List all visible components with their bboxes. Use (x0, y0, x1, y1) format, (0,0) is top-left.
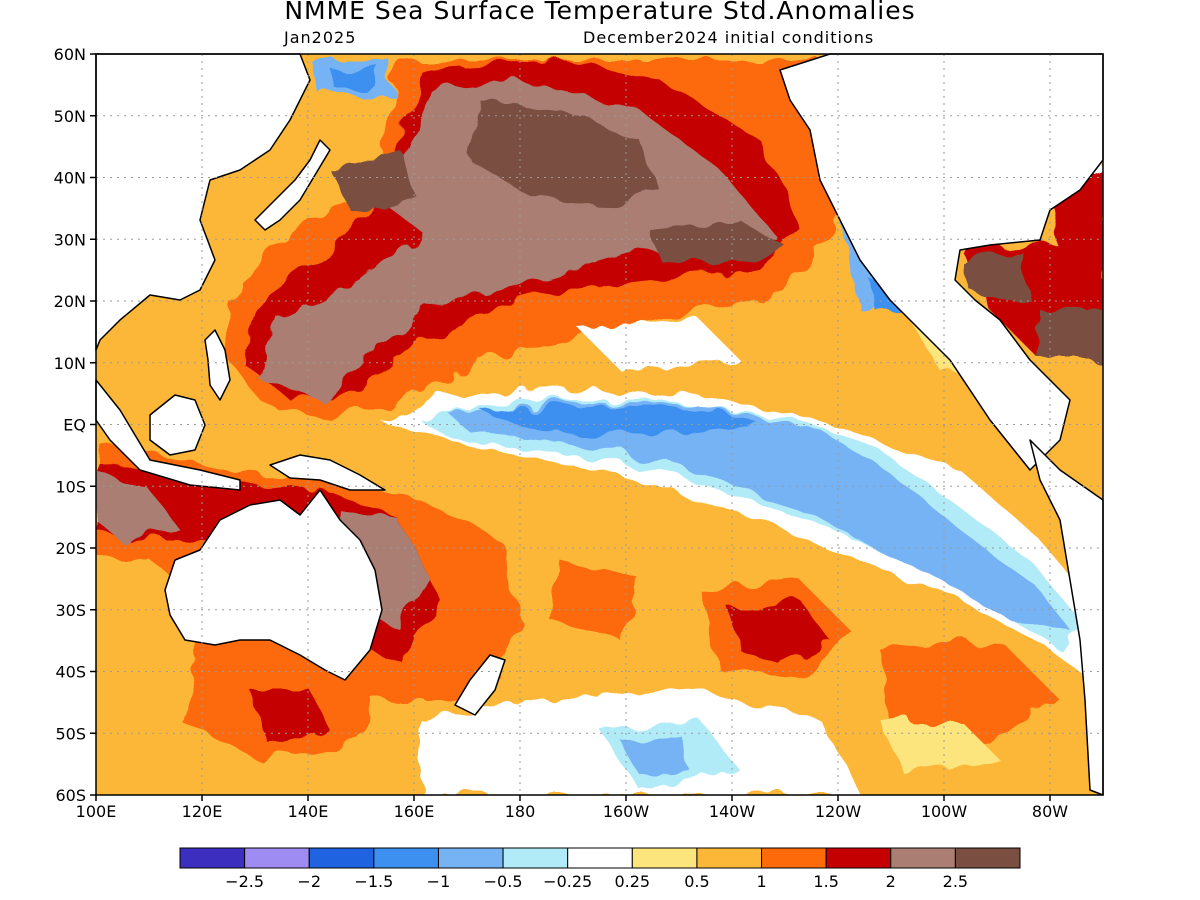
lon-tick-label: 100W (921, 802, 968, 821)
legend-label: 0.25 (614, 872, 650, 891)
legend-label: −2 (297, 872, 321, 891)
lat-tick-label: 10S (55, 477, 86, 496)
australia (164, 489, 383, 681)
legend-label: −0.25 (543, 872, 592, 891)
south-america (1029, 439, 1104, 796)
legend-label: 1 (756, 872, 766, 891)
lon-tick-label: 80W (1032, 802, 1068, 821)
new-zealand (454, 654, 506, 716)
lat-tick-label: 30N (54, 230, 86, 249)
sumatra-java (95, 379, 241, 491)
map-title: NMME Sea Surface Temperature Std.Anomali… (284, 0, 916, 25)
lon-tick-label: 140E (288, 802, 329, 821)
lon-tick-label: 140W (709, 802, 756, 821)
lon-tick-label: 120W (815, 802, 862, 821)
lat-tick-label: 50S (55, 724, 86, 743)
lon-tick-label: 100E (76, 802, 117, 821)
legend-label: −1.5 (354, 872, 393, 891)
legend-label: 0.5 (684, 872, 709, 891)
north-america (779, 53, 1104, 471)
borneo (149, 394, 206, 456)
legend-swatch (825, 847, 892, 869)
lat-tick-label: 40S (55, 663, 86, 682)
legend-swatch (244, 847, 310, 869)
philippines (204, 329, 231, 401)
legend-swatch (308, 847, 375, 869)
asia-mainland (95, 53, 311, 351)
lon-tick-label: 120E (182, 802, 223, 821)
lon-tick-label: 180 (505, 802, 536, 821)
legend-label: −0.5 (484, 872, 523, 891)
lat-tick-label: 60N (54, 45, 86, 64)
legend-swatch (437, 847, 504, 869)
legend-swatch (502, 847, 569, 869)
new-guinea (269, 454, 386, 491)
lat-tick-label: 30S (55, 601, 86, 620)
valid-month-label: Jan2025 (284, 28, 357, 47)
legend-swatch (696, 847, 763, 869)
legend-label: 2 (886, 872, 896, 891)
lat-tick-label: 20N (54, 292, 86, 311)
legend-swatch (567, 847, 633, 869)
land-masses (95, 53, 1104, 796)
legend-swatch (373, 847, 439, 869)
latitude-axis: 60N 50N 40N 30N 20N 10N EQ 10S 20S 30S 40S 50S 60S (54, 45, 96, 805)
lon-tick-label: 160W (603, 802, 650, 821)
lat-tick-label: EQ (63, 416, 86, 435)
legend-label: 1.5 (813, 872, 838, 891)
legend-label: 2.5 (943, 872, 968, 891)
japan (254, 139, 331, 231)
lon-tick-label: 160E (394, 802, 435, 821)
legend-swatch (761, 847, 827, 869)
lat-tick-label: 10N (54, 354, 86, 373)
legend-swatch (179, 847, 246, 869)
legend-swatch (631, 847, 698, 869)
lat-tick-label: 50N (54, 107, 86, 126)
initial-conditions-label: December2024 initial conditions (583, 28, 875, 47)
legend-label: −2.5 (225, 872, 264, 891)
legend-swatch (954, 847, 1021, 869)
legend-label: −1 (427, 872, 451, 891)
lat-tick-label: 40N (54, 169, 86, 188)
longitude-axis: 100E 120E 140E 160E 180 160W 140W 120W 100W 80W (76, 795, 1068, 821)
color-legend: −2.5 −2 −1.5 −1 −0.5 −0.25 0.25 0.5 1 1.5 2 2.5 (179, 847, 1021, 891)
lat-tick-label: 20S (55, 539, 86, 558)
legend-swatch (890, 847, 956, 869)
lat-tick-label: 60S (55, 786, 86, 805)
